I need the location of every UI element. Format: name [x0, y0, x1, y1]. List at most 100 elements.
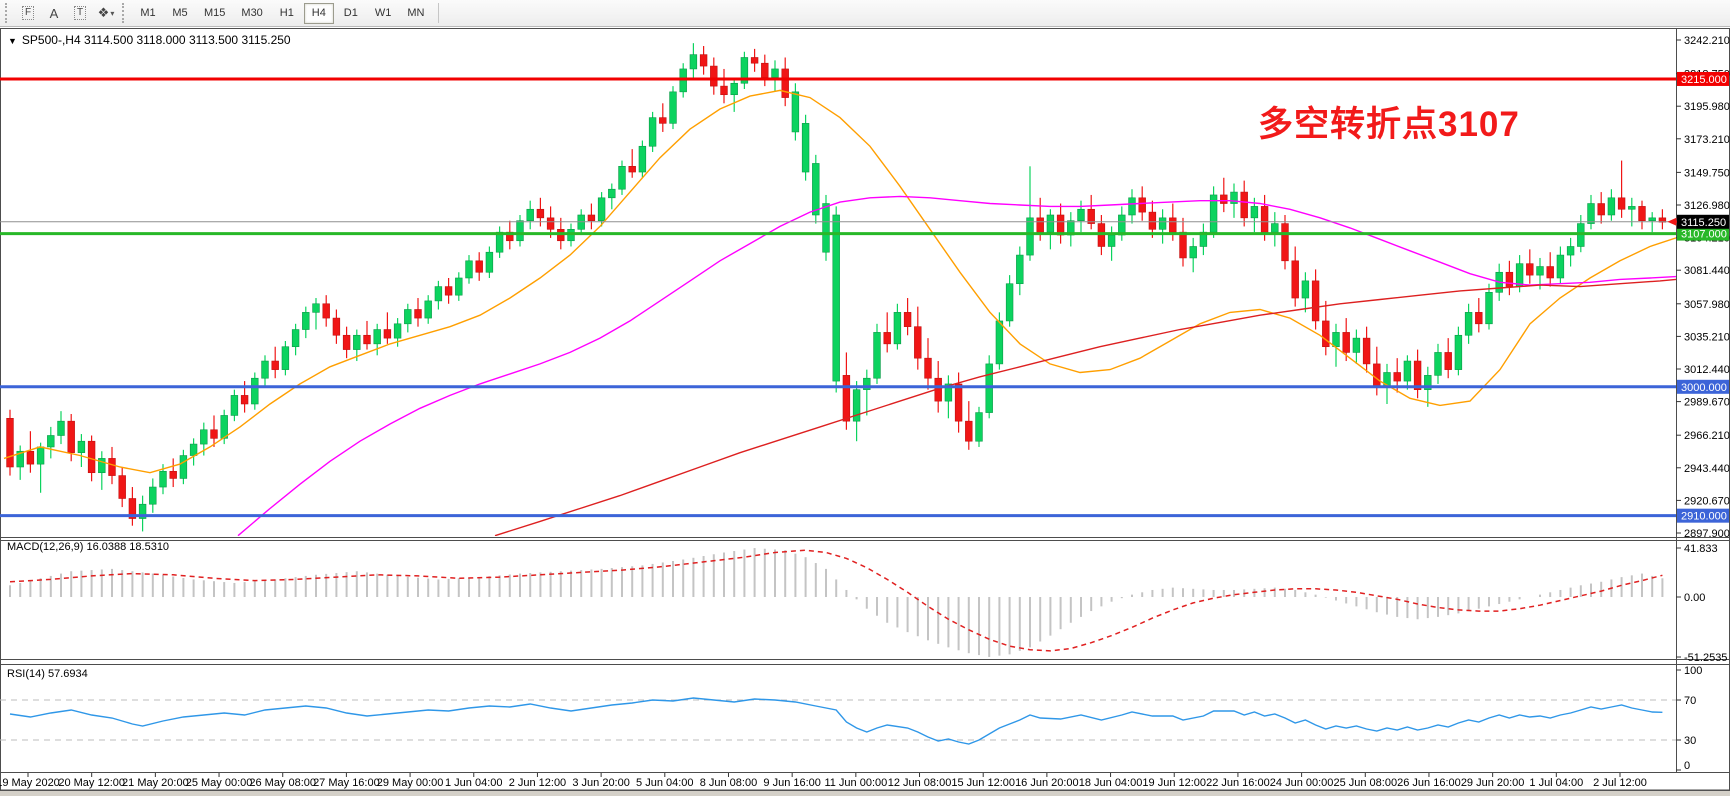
candle-body	[383, 329, 392, 339]
last-price-marker-icon	[1667, 217, 1683, 226]
macd-tick-label: 0.00	[1684, 592, 1705, 604]
candle-body	[1087, 208, 1095, 224]
dropdown-caret-icon[interactable]: ▾	[110, 8, 115, 18]
text-box-icon[interactable]: T	[67, 2, 93, 24]
price-tick-label: 3081.440	[1684, 265, 1730, 277]
timeframe-button-h4[interactable]: H4	[303, 2, 334, 24]
candle-body	[536, 208, 545, 219]
candle-body	[332, 317, 341, 336]
price-level-badge-3000.000-text: 3000.000	[1681, 382, 1727, 394]
candle-body	[1342, 332, 1350, 353]
toolbar-grip[interactable]	[5, 3, 10, 23]
rsi-line	[9, 697, 1663, 745]
candle-body	[761, 62, 769, 78]
text-box-icon-glyph: T	[73, 6, 87, 20]
price-tick-label: 3012.440	[1684, 364, 1730, 376]
chart-title-collapse-icon[interactable]: ▼	[8, 36, 17, 46]
timeframe-button-d1[interactable]: D1	[343, 7, 358, 19]
price-tick-label: 2989.670	[1684, 397, 1730, 409]
macd-axis[interactable]: 41.833 0.00 -51.2535	[1676, 543, 1727, 664]
candle-body	[1005, 283, 1014, 322]
chart-title-text: SP500-,H4 3114.500 3118.000 3113.500 311…	[21, 33, 291, 47]
rsi-tick-label: 70	[1684, 695, 1696, 707]
candle-body	[546, 217, 555, 230]
ma-slow-red	[494, 278, 1676, 536]
timeframe-button-w1[interactable]: W1	[374, 7, 392, 19]
candle-body	[98, 458, 106, 474]
candle-body	[924, 357, 932, 379]
candle-body	[302, 312, 310, 330]
candle-body	[128, 498, 137, 519]
text-label-icon-glyph: A	[49, 5, 59, 21]
timeframe-button-m30[interactable]: M30	[241, 7, 263, 19]
price-tick-label: 3173.210	[1684, 134, 1730, 146]
price-axis[interactable]: 3242.2103218.7503195.9803173.2103149.750…	[1676, 35, 1730, 540]
candle-body	[1220, 194, 1228, 204]
macd-indicator-label: MACD(12,26,9) 16.0388 18.5310	[7, 541, 170, 553]
candle-body	[1546, 266, 1554, 279]
chart-symbol-title[interactable]: ▼ SP500-,H4 3114.500 3118.000 3113.500 31…	[8, 33, 291, 47]
rsi-tick-label: 30	[1684, 735, 1696, 747]
price-tick-label: 3242.210	[1684, 35, 1730, 47]
time-tick-label: 16 Jun 20:00	[1015, 777, 1079, 789]
timeframe-button-h1[interactable]: H1	[279, 7, 294, 19]
candle-body	[893, 312, 902, 345]
current-price-badge-text: 3115.250	[1681, 217, 1726, 229]
candle-body	[791, 91, 800, 133]
candle-body	[1250, 206, 1259, 219]
candle-body	[1332, 332, 1340, 348]
macd-tick-label: -51.2535	[1684, 652, 1727, 664]
candle-body	[1607, 197, 1616, 216]
price-level-badge-2910.000: 2910.000	[1677, 508, 1729, 523]
time-tick-label: 26 Jun 16:00	[1397, 777, 1461, 789]
timeframe-button-m15[interactable]: M15	[204, 7, 226, 19]
time-tick-label: 29 Jun 20:00	[1461, 777, 1525, 789]
rsi-tick-label: 100	[1684, 665, 1702, 677]
candle-body	[1016, 254, 1024, 285]
candle-body	[1026, 217, 1034, 256]
objects-icon[interactable]: ❖ ▾	[93, 2, 119, 24]
candle-body	[169, 470, 177, 479]
time-tick-label: 25 May 00:00	[186, 777, 253, 789]
template-icon[interactable]: F	[15, 2, 41, 24]
candle-body	[465, 260, 473, 279]
candle-body	[251, 377, 259, 405]
candle-body	[1077, 208, 1085, 222]
timeframe-button-mn[interactable]: MN	[407, 7, 425, 19]
candle-body	[710, 65, 718, 87]
candle-body	[36, 446, 45, 465]
candle-body	[975, 412, 983, 442]
candle-body	[1036, 217, 1044, 233]
timeframe-button-m5[interactable]: M5	[172, 7, 188, 19]
candle-body	[312, 303, 320, 313]
candle-body	[832, 214, 840, 382]
candle-body	[1189, 246, 1197, 259]
toolbar: F A T ❖ ▾ M1 M5 M15 M30 H1 H4 D1 W1 MN	[0, 0, 1730, 27]
text-label-icon[interactable]: A	[41, 2, 67, 24]
rsi-axis[interactable]: 100 70 30 0	[1676, 665, 1702, 772]
toolbar-grip-2[interactable]	[122, 3, 127, 23]
macd-signal-line	[9, 549, 1663, 652]
candle-body	[873, 332, 881, 379]
candle-body	[108, 458, 116, 476]
candle-body	[608, 188, 616, 199]
candle-body	[1587, 203, 1595, 224]
candle-body	[883, 332, 891, 345]
timeframe-button-m1[interactable]: M1	[140, 7, 156, 19]
time-tick-label: 12 Jun 08:00	[888, 777, 952, 789]
candle-body	[455, 277, 463, 296]
candle-body	[414, 309, 422, 319]
candle-body	[1515, 263, 1524, 287]
time-tick-label: 15 Jun 12:00	[951, 777, 1015, 789]
candle-body	[1138, 197, 1146, 213]
candles-layer[interactable]	[6, 43, 1667, 532]
time-tick-label: 29 May 00:00	[377, 777, 444, 789]
template-icon-glyph: F	[21, 6, 35, 20]
candle-body	[822, 203, 830, 253]
candle-body	[1362, 337, 1371, 365]
time-tick-label: 1 Jul 04:00	[1529, 777, 1583, 789]
candle-body	[1128, 197, 1136, 216]
candle-body	[1352, 337, 1361, 353]
